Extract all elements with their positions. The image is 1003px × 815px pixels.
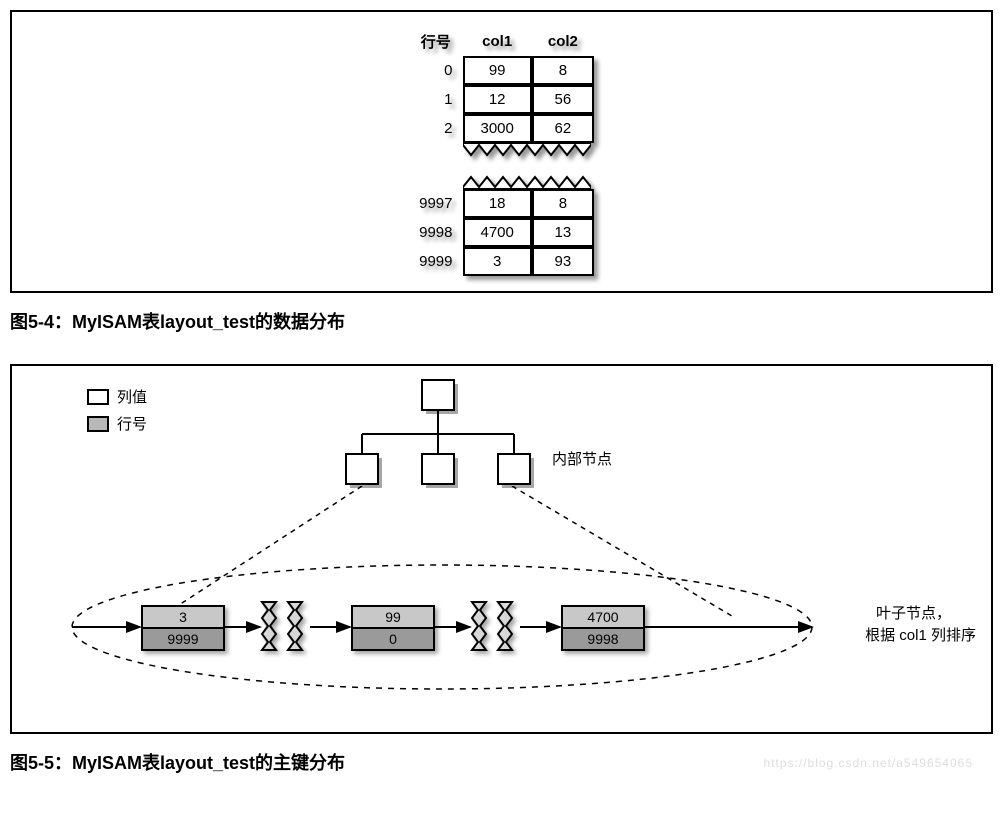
tear-top [409,143,594,157]
figure-5-4-box: 行号 col1 col2 0998 11256 2300062 9997188 … [10,10,993,293]
leaf-row-2: 9998 [587,631,618,647]
legend-item-row: 行号 [87,413,147,434]
table-row: 0998 [409,56,594,85]
leaf-label-1: 叶子节点， [876,602,951,623]
table-row: 2300062 [409,114,594,143]
leaf-row-0: 9999 [167,631,198,647]
leaf-row-1: 0 [389,631,397,647]
leaf-val-0: 3 [179,609,187,625]
legend-label-row: 行号 [117,413,147,434]
internal-node-label: 内部节点 [552,448,612,469]
table-wrap: 行号 col1 col2 0998 11256 2300062 9997188 … [27,27,976,276]
table-row: 9998470013 [409,218,594,247]
legend-swatch-row [87,416,109,432]
tear-icon [463,143,591,157]
header-col2: col2 [532,27,594,56]
tear-icon [463,175,591,189]
leaf-val-1: 99 [385,609,401,625]
legend-swatch-val [87,389,109,405]
legend-item-val: 列值 [87,386,147,407]
table-row: 11256 [409,85,594,114]
legend-label-val: 列值 [117,386,147,407]
leaf-row: 3 9999 99 0 4700 [12,562,991,702]
leaf-label-2: 根据 col1 列排序 [865,624,976,645]
gap [409,157,594,175]
legend: 列值 行号 [87,386,147,440]
watermark-text: https://blog.csdn.net/a549654065 [764,756,973,770]
data-table: 行号 col1 col2 0998 11256 2300062 9997188 … [409,27,594,276]
table-row: 9997188 [409,189,594,218]
figure-5-5-box: 列值 行号 内部节点 [10,364,993,734]
leaf-diagram: 3 9999 99 0 4700 [12,562,992,702]
table-header-row: 行号 col1 col2 [409,27,594,56]
tear-bottom [409,175,594,189]
header-col1: col1 [463,27,532,56]
header-rownum: 行号 [409,27,462,56]
figure-5-4-caption: 图5-4：MyISAM表layout_test的数据分布 [10,308,993,334]
leaf-val-2: 4700 [587,609,618,625]
table-row: 9999393 [409,247,594,276]
